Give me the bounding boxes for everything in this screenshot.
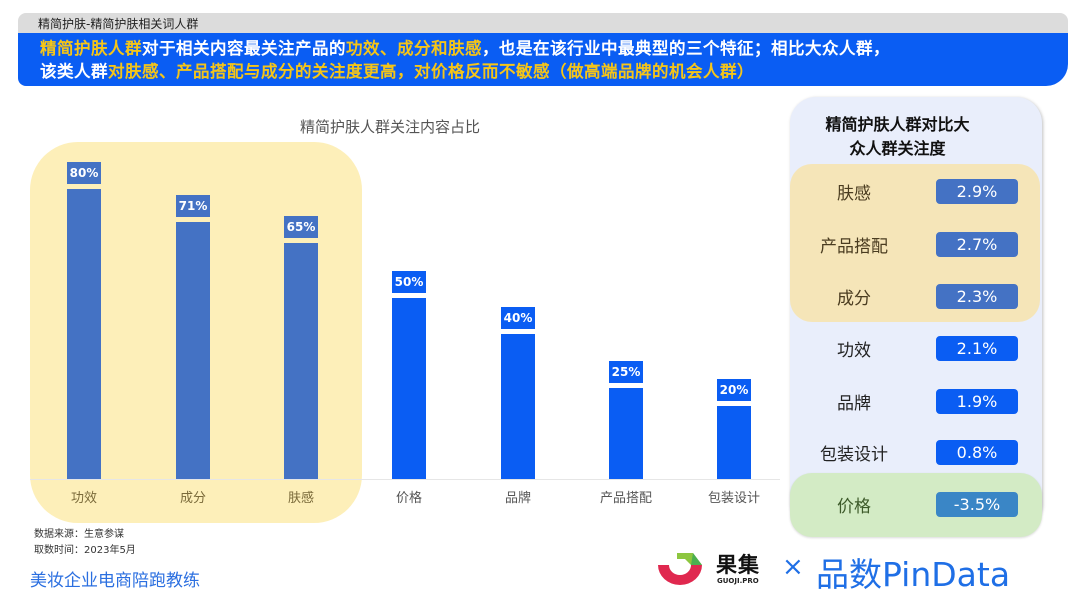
panel-row-value: -3.5%: [936, 492, 1018, 517]
panel-row-label: 成分: [837, 289, 871, 309]
bar: [284, 243, 318, 479]
panel-row-label: 品牌: [837, 394, 871, 414]
panel-title: 精简护肤人群对比大 众人群关注度: [790, 113, 1005, 161]
guoji-logo-domain: GUOJI.PRO: [717, 577, 759, 585]
x-axis: [30, 479, 780, 480]
x-axis-label: 功效: [70, 491, 97, 506]
chart-title: 精简护肤人群关注内容占比: [300, 118, 481, 136]
bar-value-label: 25%: [609, 361, 643, 383]
x-axis-label: 价格: [395, 491, 422, 506]
headline-segment: 对肤感、产品搭配与成分的关注度更高，对价格反而不敏感（做高端品牌的机会人群）: [108, 62, 754, 81]
panel-row-label: 产品搭配: [820, 237, 888, 257]
panel-row-label: 肤感: [837, 184, 871, 204]
panel-row-value: 2.7%: [936, 232, 1018, 257]
bar: [67, 189, 101, 479]
headline-banner: 精简护肤人群对于相关内容最关注产品的功效、成分和肤感，也是在该行业中最典型的三个…: [18, 33, 1068, 86]
bar: [717, 406, 751, 479]
x-axis-label: 品牌: [504, 491, 531, 506]
breadcrumb: 精简护肤-精简护肤相关词人群: [18, 13, 1068, 35]
times-icon: ×: [782, 552, 804, 582]
panel-title-line-2: 众人群关注度: [849, 139, 946, 158]
panel-row-label: 包装设计: [820, 445, 888, 465]
bar-value-label: 40%: [501, 307, 535, 329]
bar-value-label: 20%: [717, 379, 751, 401]
guoji-logo-icon: [658, 553, 702, 585]
headline-line-1: 精简护肤人群对于相关内容最关注产品的功效、成分和肤感，也是在该行业中最典型的三个…: [40, 37, 1068, 60]
bar: [392, 298, 426, 479]
panel-row-value: 2.9%: [936, 179, 1018, 204]
panel-row-value: 2.1%: [936, 336, 1018, 361]
headline-segment: 该类人群: [40, 62, 108, 81]
headline-segment: 精简护肤人群: [40, 39, 142, 58]
brand-slogan: 美妆企业电商陪跑教练: [30, 571, 200, 591]
data-source: 数据来源：生意参谋 取数时间：2023年5月: [34, 527, 136, 559]
bar-value-label: 80%: [67, 162, 101, 184]
bar-value-label: 71%: [176, 195, 210, 217]
bar-value-label: 65%: [284, 216, 318, 238]
source-text: 数据来源：生意参谋: [34, 529, 124, 540]
x-axis-label: 产品搭配: [599, 491, 652, 506]
panel-row-label: 功效: [837, 341, 871, 361]
panel-row-label: 价格: [837, 497, 871, 517]
headline-segment: 对于相关内容最关注产品的: [142, 39, 346, 58]
x-axis-label: 包装设计: [707, 491, 760, 506]
date-text: 取数时间：2023年5月: [34, 545, 136, 556]
bar: [176, 222, 210, 479]
x-axis-label: 肤感: [287, 491, 314, 506]
pindata-logo: 品数PinData: [816, 555, 1011, 594]
panel-row-value: 0.8%: [936, 440, 1018, 465]
guoji-logo-text: 果集: [716, 553, 760, 577]
panel-row-value: 1.9%: [936, 389, 1018, 414]
panel-row-value: 2.3%: [936, 284, 1018, 309]
bar: [501, 334, 535, 479]
x-axis-label: 成分: [179, 491, 206, 506]
headline-line-2: 该类人群对肤感、产品搭配与成分的关注度更高，对价格反而不敏感（做高端品牌的机会人…: [40, 60, 1068, 83]
panel-title-line-1: 精简护肤人群对比大: [825, 115, 970, 134]
headline-segment: 功效、成分和肤感: [346, 39, 482, 58]
bar-value-label: 50%: [392, 271, 426, 293]
headline-segment: ，也是在该行业中最典型的三个特征；相比大众人群，: [482, 39, 890, 58]
bar: [609, 388, 643, 479]
